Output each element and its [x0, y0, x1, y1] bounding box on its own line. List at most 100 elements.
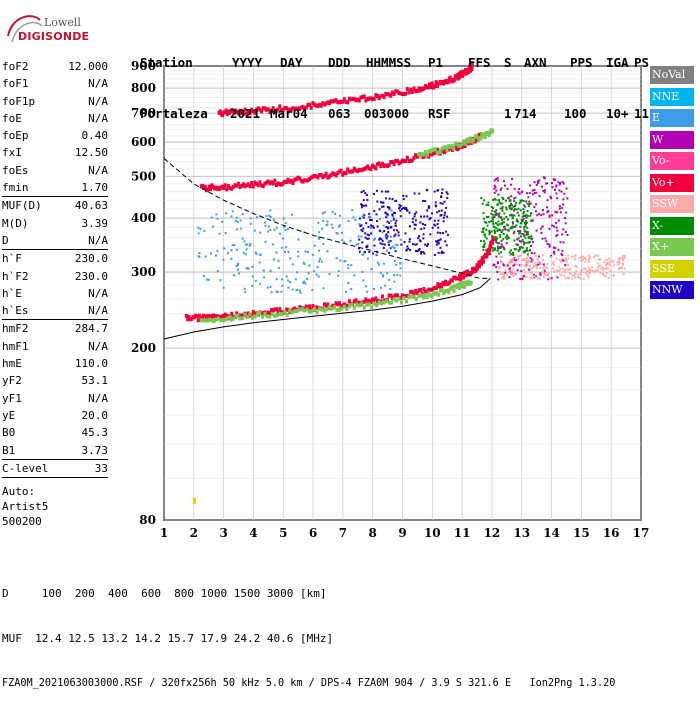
spread-point: [508, 199, 511, 202]
param-value: N/A: [88, 339, 108, 353]
spread-point: [523, 228, 526, 231]
x-tick-label: 16: [603, 526, 620, 540]
spread-point: [536, 263, 539, 266]
spread-point: [610, 274, 613, 277]
param-value: N/A: [88, 286, 108, 300]
spread-point: [413, 223, 416, 226]
spread-point: [494, 248, 497, 251]
trace-point: [483, 135, 487, 140]
spread-point: [492, 264, 495, 267]
spread-point: [264, 221, 267, 224]
spread-point: [504, 271, 507, 274]
trace-point: [365, 302, 369, 307]
spread-point: [360, 235, 363, 238]
spread-point: [500, 261, 503, 264]
trace-point: [293, 309, 297, 314]
trace-point: [412, 295, 416, 300]
spread-point: [492, 249, 495, 252]
spread-point: [299, 291, 302, 294]
spread-point: [504, 236, 507, 239]
spread-point: [607, 267, 610, 270]
spread-point: [501, 202, 504, 205]
spread-point: [515, 208, 518, 211]
spread-point: [562, 198, 565, 201]
spread-point: [543, 273, 546, 276]
spread-point: [494, 211, 497, 214]
trace-point: [318, 102, 322, 107]
spread-point: [394, 224, 397, 227]
trace-point: [226, 183, 230, 188]
spread-point: [386, 213, 389, 216]
spread-point: [533, 265, 536, 268]
ionogram-chart: 1 2 3 4 5 6 7 8 9 10 11 12 13 14 15 16 17802003004005006…: [131, 59, 649, 540]
spread-point: [399, 238, 402, 241]
autoscaling-version: 500200: [2, 515, 42, 528]
trace-point: [440, 288, 444, 293]
spread-point: [553, 252, 556, 255]
spread-point: [507, 218, 510, 221]
trace-point: [332, 305, 336, 310]
header-label-10: IGA: [606, 55, 629, 70]
spread-point: [501, 221, 504, 224]
trace-point: [238, 316, 242, 321]
trace-point: [407, 159, 411, 164]
trace-point: [298, 176, 302, 181]
trace-point: [199, 318, 203, 323]
trace-point: [448, 75, 452, 80]
spread-point: [523, 251, 526, 254]
spread-point: [617, 263, 620, 266]
spread-point: [305, 277, 308, 280]
spread-point: [240, 227, 243, 230]
spread-point: [544, 237, 547, 240]
param-value: 1.70: [81, 181, 109, 195]
trace-point: [434, 285, 438, 290]
trace-point: [394, 293, 398, 298]
spread-point: [559, 241, 562, 244]
trace-point: [455, 285, 459, 290]
spread-point: [443, 211, 446, 214]
spread-point: [402, 206, 405, 209]
trace-point: [340, 306, 344, 311]
trace-point: [394, 89, 398, 94]
trace-point: [240, 183, 244, 188]
spread-point: [585, 269, 588, 272]
spread-point: [574, 276, 577, 279]
spread-point: [281, 278, 284, 281]
trace-point: [283, 179, 287, 184]
trace-point: [248, 184, 252, 189]
spread-point: [384, 211, 387, 214]
trace-point: [415, 89, 419, 94]
spread-point: [386, 206, 389, 209]
spread-point: [558, 269, 561, 272]
trace-point: [255, 312, 259, 317]
header-label-0: Station: [140, 55, 193, 70]
spread-point: [497, 213, 500, 216]
spread-point: [365, 285, 368, 288]
spread-point: [269, 228, 272, 231]
logo-text-digisonde: DIGISONDE: [18, 30, 90, 43]
spread-point: [360, 224, 363, 227]
spread-point: [302, 261, 305, 264]
spread-point: [536, 180, 539, 183]
spread-point: [532, 266, 535, 269]
spread-point: [512, 257, 515, 260]
trace-point: [213, 314, 217, 319]
spread-point: [388, 206, 391, 209]
spread-point: [434, 201, 437, 204]
spread-point: [558, 207, 561, 210]
spread-point: [322, 287, 325, 290]
spread-point: [520, 240, 523, 243]
spread-point: [506, 264, 509, 267]
spread-point: [571, 274, 574, 277]
trace-point: [367, 298, 371, 303]
spread-point: [483, 227, 486, 230]
spread-point: [492, 225, 495, 228]
trace-point: [389, 160, 393, 165]
trace-point: [415, 154, 419, 159]
trace-point: [414, 296, 418, 301]
spread-point: [563, 274, 566, 277]
spread-point: [555, 185, 558, 188]
spread-point: [547, 210, 550, 213]
spread-point: [315, 273, 318, 276]
spread-point: [557, 248, 560, 251]
